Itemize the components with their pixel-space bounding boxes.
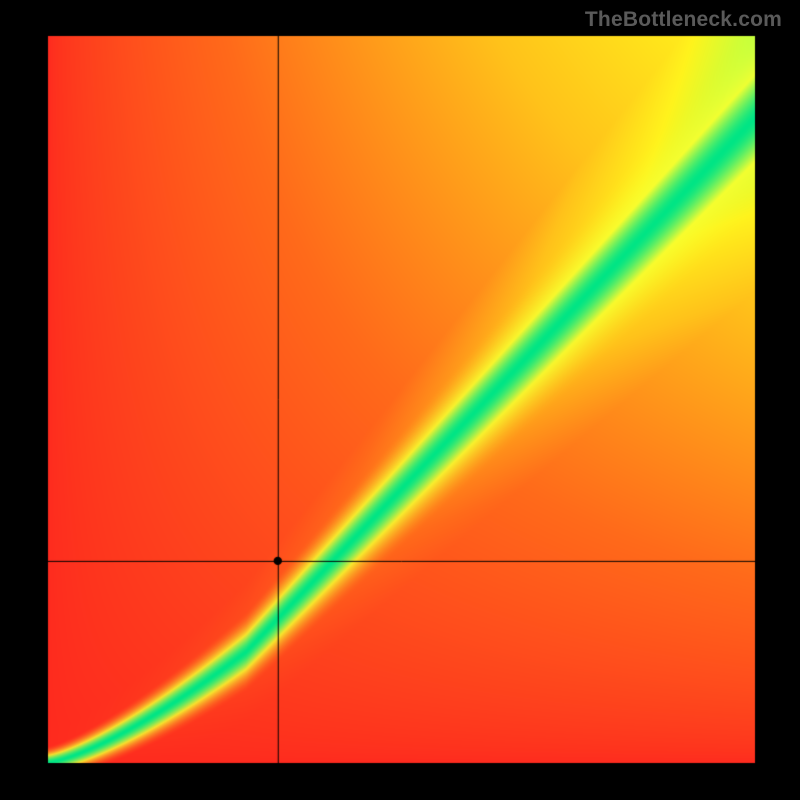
bottleneck-heatmap xyxy=(0,0,800,800)
watermark-text: TheBottleneck.com xyxy=(585,8,782,32)
